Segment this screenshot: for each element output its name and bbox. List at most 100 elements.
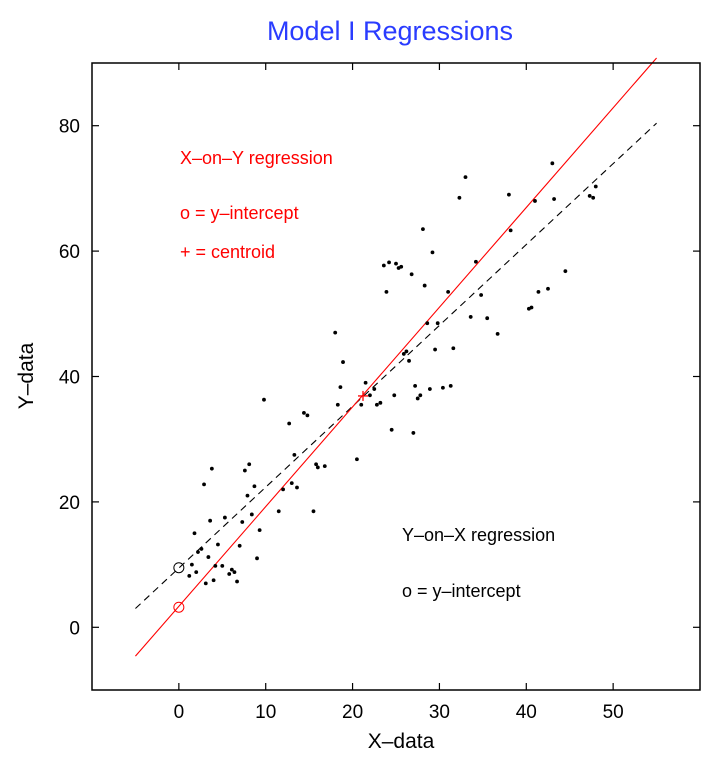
x-tick-label: 50 xyxy=(603,702,624,723)
data-point xyxy=(413,384,418,388)
data-point xyxy=(311,509,316,514)
y-on-x-annotation-intercept: o = y–intercept xyxy=(402,581,521,601)
data-point xyxy=(227,572,232,576)
data-point xyxy=(495,331,500,336)
data-point xyxy=(257,528,262,533)
intercept-markers xyxy=(173,390,368,613)
y-on-x-regression-line xyxy=(135,122,657,609)
data-point xyxy=(507,192,511,197)
data-point xyxy=(552,197,556,201)
data-point xyxy=(392,393,397,398)
regression-lines xyxy=(135,57,657,657)
data-point xyxy=(220,563,225,568)
data-point xyxy=(189,562,194,567)
data-point xyxy=(529,305,534,310)
x-tick-label: 30 xyxy=(429,702,450,723)
data-point xyxy=(315,465,320,470)
x-on-y-annotation-intercept: o = y–intercept xyxy=(180,203,299,223)
data-point xyxy=(341,360,345,364)
data-point xyxy=(430,250,435,255)
data-point xyxy=(252,484,257,489)
x-tick-label: 0 xyxy=(174,702,185,723)
data-point xyxy=(368,393,372,398)
data-point xyxy=(421,227,425,232)
data-point xyxy=(387,260,391,265)
data-point xyxy=(276,509,281,514)
data-point xyxy=(199,547,204,551)
data-point xyxy=(536,289,541,294)
data-point xyxy=(550,161,555,166)
data-point xyxy=(479,293,484,297)
data-point xyxy=(335,402,340,407)
data-point xyxy=(378,400,383,405)
y-tick-label: 60 xyxy=(59,242,80,263)
data-point xyxy=(441,385,445,390)
data-point xyxy=(240,520,245,524)
data-point xyxy=(262,397,266,402)
chart-title: Model I Regressions xyxy=(267,16,513,46)
data-point xyxy=(384,289,389,294)
data-point xyxy=(401,352,406,356)
data-point xyxy=(322,464,327,469)
data-point xyxy=(187,573,192,578)
data-point xyxy=(235,579,239,584)
data-point xyxy=(359,402,364,407)
data-point xyxy=(289,481,294,485)
x-on-y-annotation-centroid: + = centroid xyxy=(180,242,275,262)
y-on-x-intercept-marker xyxy=(173,562,185,574)
x-tick-label: 40 xyxy=(516,702,537,723)
data-point xyxy=(415,396,420,401)
data-point xyxy=(448,384,453,388)
data-point xyxy=(206,555,211,559)
data-point xyxy=(404,349,409,354)
data-point xyxy=(427,387,432,391)
data-point xyxy=(435,321,440,326)
data-point xyxy=(446,289,451,294)
data-point xyxy=(292,452,297,457)
data-point xyxy=(457,195,462,200)
data-point xyxy=(237,543,242,548)
data-point xyxy=(355,457,359,462)
x-on-y-annotation-title: X–on–Y regression xyxy=(180,148,333,168)
data-point xyxy=(508,228,513,233)
y-tick-label: 80 xyxy=(59,117,80,138)
axis-ticks: 0 10 20 30 40 50 0 20 40 60 80 xyxy=(59,63,700,723)
data-points xyxy=(187,161,598,586)
x-axis-label: X–data xyxy=(368,730,435,753)
data-point xyxy=(305,413,310,418)
data-point xyxy=(229,567,234,572)
y-axis-label: Y–data xyxy=(15,342,38,409)
data-point xyxy=(295,485,299,490)
data-point xyxy=(302,410,306,415)
data-point xyxy=(418,393,423,398)
data-point xyxy=(202,482,206,487)
data-point xyxy=(249,512,254,517)
y-tick-label: 40 xyxy=(59,368,80,389)
data-point xyxy=(374,402,379,407)
data-point xyxy=(211,578,216,583)
data-point xyxy=(474,259,478,264)
data-point xyxy=(591,195,596,200)
data-point xyxy=(546,286,550,291)
data-point xyxy=(563,269,568,274)
x-on-y-regression-line xyxy=(135,57,657,657)
data-point xyxy=(468,315,473,319)
data-point xyxy=(399,264,404,269)
y-tick-label: 20 xyxy=(59,493,80,514)
data-point xyxy=(213,563,218,568)
data-point xyxy=(192,531,197,536)
data-point xyxy=(363,380,368,385)
data-point xyxy=(245,493,250,498)
data-point xyxy=(194,570,199,575)
data-point xyxy=(587,194,592,198)
data-point xyxy=(485,316,490,321)
x-tick-label: 20 xyxy=(342,702,363,723)
data-point xyxy=(394,261,398,266)
data-point xyxy=(389,427,394,432)
data-point xyxy=(381,263,386,268)
x-on-y-intercept-marker xyxy=(173,601,185,613)
data-point xyxy=(222,515,227,520)
x-tick-label: 10 xyxy=(255,702,276,723)
data-point xyxy=(287,421,292,426)
